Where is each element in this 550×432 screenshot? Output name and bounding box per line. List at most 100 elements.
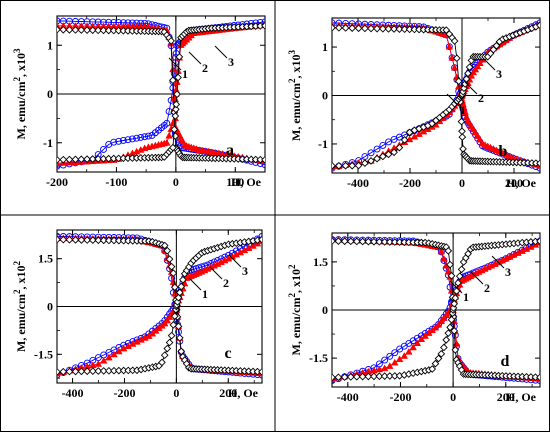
y-axis-label: M, emu/cm2, x102 — [12, 261, 28, 352]
data-point — [175, 53, 184, 61]
data-point — [77, 26, 86, 34]
y-tick-label: 0 — [47, 300, 53, 314]
data-point — [88, 26, 97, 35]
data-point — [174, 73, 182, 82]
data-point — [450, 63, 459, 71]
x-tick-label: -400 — [337, 390, 359, 404]
data-point — [88, 155, 97, 163]
data-point — [177, 347, 186, 356]
data-point — [364, 237, 373, 246]
data-point — [409, 343, 417, 351]
y-tick-label: 0 — [47, 87, 53, 101]
x-tick-label: 200 — [505, 176, 523, 190]
data-point — [341, 24, 350, 32]
data-point — [452, 339, 461, 347]
data-point — [454, 279, 462, 287]
data-point — [94, 367, 103, 375]
data-point — [450, 327, 459, 335]
x-axis-label: H, Oe — [506, 176, 537, 190]
data-point — [59, 25, 68, 34]
data-point — [65, 26, 74, 34]
data-point — [340, 373, 349, 381]
data-point — [458, 133, 467, 141]
data-point — [361, 24, 369, 33]
data-point — [89, 367, 97, 375]
data-point — [381, 356, 389, 364]
data-point — [165, 338, 174, 347]
x-tick-label: 100 — [226, 175, 244, 189]
data-point — [59, 367, 68, 376]
data-point — [451, 294, 460, 302]
data-point — [99, 26, 108, 35]
data-point — [386, 362, 394, 369]
data-point — [346, 373, 355, 381]
data-point — [258, 232, 262, 240]
data-point — [390, 238, 399, 246]
data-point — [462, 75, 471, 83]
curve-pointer — [168, 57, 182, 71]
data-point — [358, 237, 367, 246]
data-point — [379, 152, 387, 161]
data-point — [444, 247, 453, 255]
curve-pointer — [446, 93, 460, 107]
data-point — [83, 236, 92, 244]
data-point — [473, 62, 482, 70]
x-tick-label: -200 — [389, 390, 411, 404]
data-point — [428, 365, 437, 373]
data-point — [437, 350, 446, 358]
data-point — [170, 125, 179, 134]
data-point — [173, 90, 181, 99]
data-point — [179, 275, 187, 284]
data-point — [373, 24, 381, 33]
x-tick-label: -200 — [113, 386, 135, 400]
data-point — [99, 236, 108, 245]
curve-label: 2 — [223, 276, 229, 290]
data-point — [71, 367, 80, 376]
data-point — [83, 26, 91, 34]
data-point — [169, 278, 178, 285]
data-point — [370, 237, 378, 246]
x-tick-label: -200 — [399, 176, 421, 190]
data-point — [100, 145, 107, 153]
curve-label: 2 — [478, 91, 484, 105]
data-point — [444, 267, 453, 275]
data-point — [110, 236, 118, 245]
curve-label: 1 — [460, 103, 466, 117]
data-point — [467, 71, 476, 79]
data-point — [109, 26, 118, 35]
data-point — [141, 133, 149, 141]
y-axis-label: M, emu/cm2, x103 — [287, 50, 303, 141]
data-point — [461, 108, 469, 115]
data-point — [175, 334, 184, 342]
x-tick-label: 0 — [450, 390, 456, 404]
data-point — [373, 154, 381, 163]
data-point — [163, 119, 171, 127]
series-2 — [57, 234, 262, 377]
data-point — [57, 25, 61, 34]
curve-label: 3 — [496, 67, 502, 81]
data-point — [375, 372, 384, 381]
data-point — [160, 351, 169, 360]
data-point — [57, 155, 61, 164]
data-point — [160, 241, 169, 250]
data-point — [105, 236, 113, 245]
y-tick-label: 0 — [322, 303, 328, 317]
data-point — [158, 358, 166, 367]
panel-letter: a — [226, 142, 234, 159]
y-tick-label: 1 — [322, 40, 328, 54]
y-tick-label: 0 — [322, 89, 328, 103]
curve-pointer — [214, 45, 228, 59]
x-tick-label: 0 — [173, 386, 179, 400]
data-point — [536, 21, 540, 30]
data-point — [169, 76, 177, 85]
data-point — [335, 161, 343, 170]
data-point — [405, 25, 414, 34]
data-point — [77, 236, 86, 244]
data-point — [391, 358, 399, 366]
data-point — [94, 236, 103, 245]
data-point — [332, 237, 336, 245]
series-1 — [57, 21, 265, 164]
data-point — [77, 367, 86, 376]
series-1 — [332, 237, 540, 382]
